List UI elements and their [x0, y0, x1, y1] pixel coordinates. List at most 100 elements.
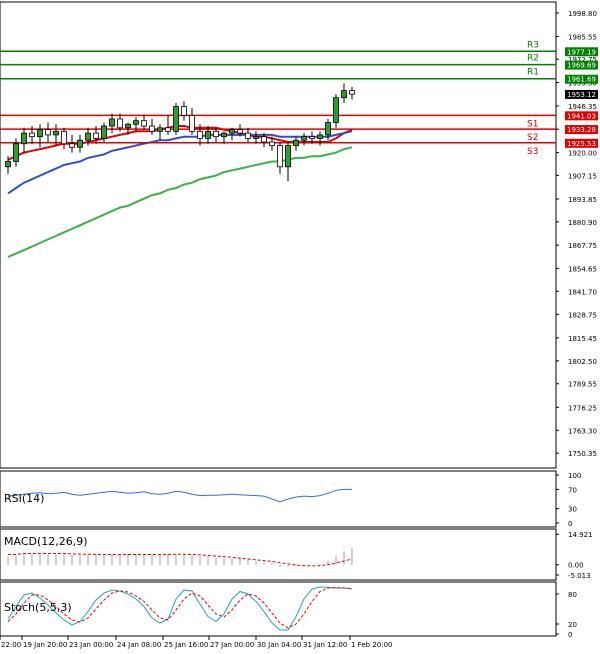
candle-body	[285, 145, 291, 168]
level-r2-tag	[565, 60, 598, 70]
stoch-y-tick-label: 20	[568, 621, 577, 629]
current-price-tag	[565, 89, 598, 99]
main-y-tick-label: 1789.55	[568, 381, 597, 389]
candle-body	[301, 136, 307, 141]
candle-body	[261, 136, 267, 143]
candle-body	[317, 134, 323, 139]
level-s2-tag	[565, 125, 598, 135]
main-y-tick-label: 1985.55	[568, 33, 597, 41]
candle-body	[109, 118, 115, 127]
main-y-tick-label: 1946.35	[568, 103, 597, 111]
main-y-tick-label: 1776.25	[568, 404, 597, 412]
candle-body	[69, 143, 75, 148]
candle-body	[141, 120, 147, 127]
candle-body	[197, 130, 203, 139]
candle-body	[293, 139, 299, 146]
candle-body	[349, 90, 355, 95]
candle-body	[213, 130, 219, 138]
level-r1-tag	[565, 74, 598, 84]
candle-body	[173, 106, 179, 132]
candle-body	[29, 132, 35, 138]
candle-body	[21, 132, 27, 145]
level-s1-tag	[565, 111, 598, 121]
rsi-line	[7, 488, 352, 503]
candle-body	[13, 143, 19, 162]
candle-body	[45, 129, 51, 136]
main-y-tick-label: 1880.90	[568, 219, 597, 227]
stoch-k-line	[7, 586, 353, 631]
main-price-panel: 1998.801985.551972.751959.501946.351933.…	[0, 1, 598, 469]
x-tick-label: 19 Jan 20:00	[23, 641, 67, 649]
stoch-d-line	[7, 586, 353, 629]
x-tick-label: 25 Jan 16:00	[164, 641, 208, 649]
candle-body	[165, 127, 171, 132]
level-r3-value: 1977.19	[567, 48, 596, 56]
candle-body	[133, 120, 139, 125]
main-y-tick-label: 1750.35	[568, 450, 597, 458]
candle-body	[325, 122, 331, 136]
level-s2-name: S2	[527, 133, 538, 143]
x-axis: 22:00 19 Jan 20:00 23 Jan 00:00 24 Jan 08:0…	[0, 636, 392, 649]
level-s3-name: S3	[527, 147, 538, 157]
macd-frame	[0, 528, 557, 581]
x-tick-label: 27 Jan 00:00	[210, 641, 254, 649]
candle-body	[125, 123, 131, 129]
main-y-tick-label: 1815.45	[568, 335, 597, 343]
macd-y-tick-label: 0.00	[568, 562, 584, 570]
stoch-y-tick-label: 80	[568, 591, 577, 599]
candle-body	[181, 106, 187, 116]
level-s2-value: 1933.28	[567, 126, 596, 134]
level-r1-value: 1961.69	[567, 76, 596, 84]
candle-body	[245, 132, 251, 139]
candle-body	[157, 127, 163, 132]
candle-body	[309, 136, 315, 139]
candle-body	[101, 125, 107, 139]
level-r2-value: 1969.69	[567, 62, 596, 70]
candle-body	[333, 97, 339, 123]
x-tick-label: 22:00	[1, 641, 21, 649]
candle-body	[277, 145, 283, 168]
macd-signal-line	[8, 553, 353, 567]
x-tick-label: 30 Jan 04:00	[257, 641, 301, 649]
candle-body	[229, 129, 235, 134]
main-frame	[0, 1, 557, 469]
candle-body	[341, 90, 347, 99]
candle-body	[253, 136, 259, 139]
stoch-frame	[0, 581, 557, 637]
candle-body	[189, 114, 195, 132]
candle-body	[149, 125, 155, 132]
main-y-tick-label: 1867.75	[568, 242, 597, 250]
rsi-y-tick-label: 70	[568, 486, 577, 494]
candle-body	[5, 161, 11, 168]
main-y-tick-label: 1920.00	[568, 150, 597, 158]
x-tick-label: 23 Jan 00:00	[69, 641, 113, 649]
rsi-title: RSI(14)	[4, 492, 44, 505]
macd-title: MACD(12,26,9)	[4, 535, 88, 548]
stoch-title: Stoch(5,5,3)	[4, 601, 72, 614]
level-s1-name: S1	[527, 119, 538, 129]
candle-body	[269, 141, 275, 146]
ma-green-line	[7, 146, 353, 259]
candle-body	[53, 130, 59, 136]
main-y-tick-label: 1907.15	[568, 172, 597, 180]
main-y-tick-label: 1828.75	[568, 311, 597, 319]
candle-body	[117, 118, 123, 129]
level-r2-name: R2	[527, 54, 539, 64]
x-tick-label: 24 Jan 08:00	[117, 641, 161, 649]
stoch-panel: 80 20 0 Stoch(5,5,3)	[0, 581, 577, 639]
macd-y-tick-label: -5.013	[568, 572, 591, 580]
candle-body	[77, 139, 83, 148]
current-price-value: 1953.12	[567, 91, 596, 99]
rsi-frame	[0, 470, 557, 528]
main-y-tick-label: 1841.70	[568, 288, 597, 296]
main-y-tick-label: 1972.75	[568, 56, 597, 64]
macd-y-tick-label: 14.921	[568, 531, 593, 539]
main-y-tick-label: 1763.30	[568, 427, 597, 435]
level-r3-tag	[565, 47, 598, 57]
main-y-tick-label: 1998.80	[568, 10, 597, 18]
rsi-y-tick-label: 0	[568, 520, 572, 528]
level-r1-name: R1	[527, 68, 539, 78]
level-s3-tag	[565, 138, 598, 148]
level-s1-value: 1941.03	[567, 112, 596, 120]
